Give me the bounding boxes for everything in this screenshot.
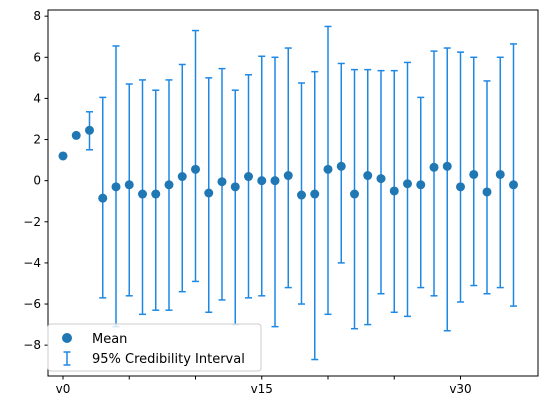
y-tick-label: −6 xyxy=(23,297,41,311)
y-tick-label: 6 xyxy=(33,50,41,64)
mean-point-v5 xyxy=(125,180,134,189)
errorbar-v17 xyxy=(285,48,292,288)
mean-point-v28 xyxy=(430,163,439,172)
mean-point-v9 xyxy=(178,172,187,181)
mean-point-v7 xyxy=(151,190,160,199)
errorbar-v34 xyxy=(510,44,517,306)
errorbar-v27 xyxy=(417,97,424,287)
y-tick-label: −2 xyxy=(23,215,41,229)
mean-point-v24 xyxy=(377,174,386,183)
mean-point-v0 xyxy=(59,151,68,160)
mean-point-v26 xyxy=(403,179,412,188)
mean-point-v27 xyxy=(416,180,425,189)
mean-point-v33 xyxy=(496,170,505,179)
mean-point-v34 xyxy=(509,180,518,189)
legend-ci-label: 95% Credibility Interval xyxy=(92,352,245,367)
legend: Mean 95% Credibility Interval xyxy=(48,324,261,371)
mean-point-v20 xyxy=(324,165,333,174)
mean-point-v21 xyxy=(337,162,346,171)
mean-point-v10 xyxy=(191,165,200,174)
errorbar-v30 xyxy=(457,52,464,302)
mean-point-v31 xyxy=(469,170,478,179)
y-tick-label: −8 xyxy=(23,338,41,352)
y-tick-label: 2 xyxy=(33,133,41,147)
mean-point-v32 xyxy=(483,187,492,196)
mean-point-v4 xyxy=(112,182,121,191)
errorbar-v13 xyxy=(232,90,239,324)
errorbar-v7 xyxy=(152,90,159,310)
x-tick-label: v15 xyxy=(251,382,273,396)
legend-mean-marker xyxy=(62,333,72,343)
y-axis: −8 −6 −4 −2 0 2 4 6 8 xyxy=(23,9,48,352)
errorbar-v29 xyxy=(444,48,451,331)
mean-point-v13 xyxy=(231,182,240,191)
mean-point-v19 xyxy=(310,190,319,199)
errorbar-v14 xyxy=(245,75,252,298)
y-tick-label: 0 xyxy=(33,174,41,188)
errorbar-v5 xyxy=(126,84,133,296)
legend-mean-label: Mean xyxy=(92,332,127,347)
y-tick-label: 4 xyxy=(33,91,41,105)
mean-point-v18 xyxy=(297,191,306,200)
errorbar-v19 xyxy=(311,72,318,360)
mean-point-v15 xyxy=(257,176,266,185)
mean-point-v23 xyxy=(363,171,372,180)
mean-point-v3 xyxy=(98,194,107,203)
mean-point-v29 xyxy=(443,162,452,171)
y-tick-label: 8 xyxy=(33,9,41,23)
mean-point-v6 xyxy=(138,190,147,199)
mean-point-v17 xyxy=(284,171,293,180)
mean-point-v12 xyxy=(218,177,227,186)
mean-point-v14 xyxy=(244,172,253,181)
mean-point-v11 xyxy=(204,189,213,198)
errorbar-v23 xyxy=(364,70,371,325)
errorbar-v16 xyxy=(272,57,279,326)
mean-point-v30 xyxy=(456,182,465,191)
errorbar-v26 xyxy=(404,62,411,316)
errorbar-v15 xyxy=(258,56,265,296)
mean-point-v1 xyxy=(72,131,81,140)
mean-point-v25 xyxy=(390,186,399,195)
errorbar-v28 xyxy=(431,51,438,296)
y-tick-label: −4 xyxy=(23,256,41,270)
errorbar-v22 xyxy=(351,70,358,329)
x-tick-label: v0 xyxy=(56,382,71,396)
errorbar-v32 xyxy=(484,81,491,294)
plot-frame xyxy=(48,10,538,376)
mean-point-v2 xyxy=(85,126,94,135)
x-tick-label: v30 xyxy=(449,382,471,396)
mean-point-v22 xyxy=(350,190,359,199)
mean-point-v16 xyxy=(271,176,280,185)
x-axis: v0 v15 v30 xyxy=(56,376,472,396)
errorbar-v10 xyxy=(192,31,199,282)
errorbar-v8 xyxy=(166,80,173,310)
mean-point-v8 xyxy=(165,180,174,189)
